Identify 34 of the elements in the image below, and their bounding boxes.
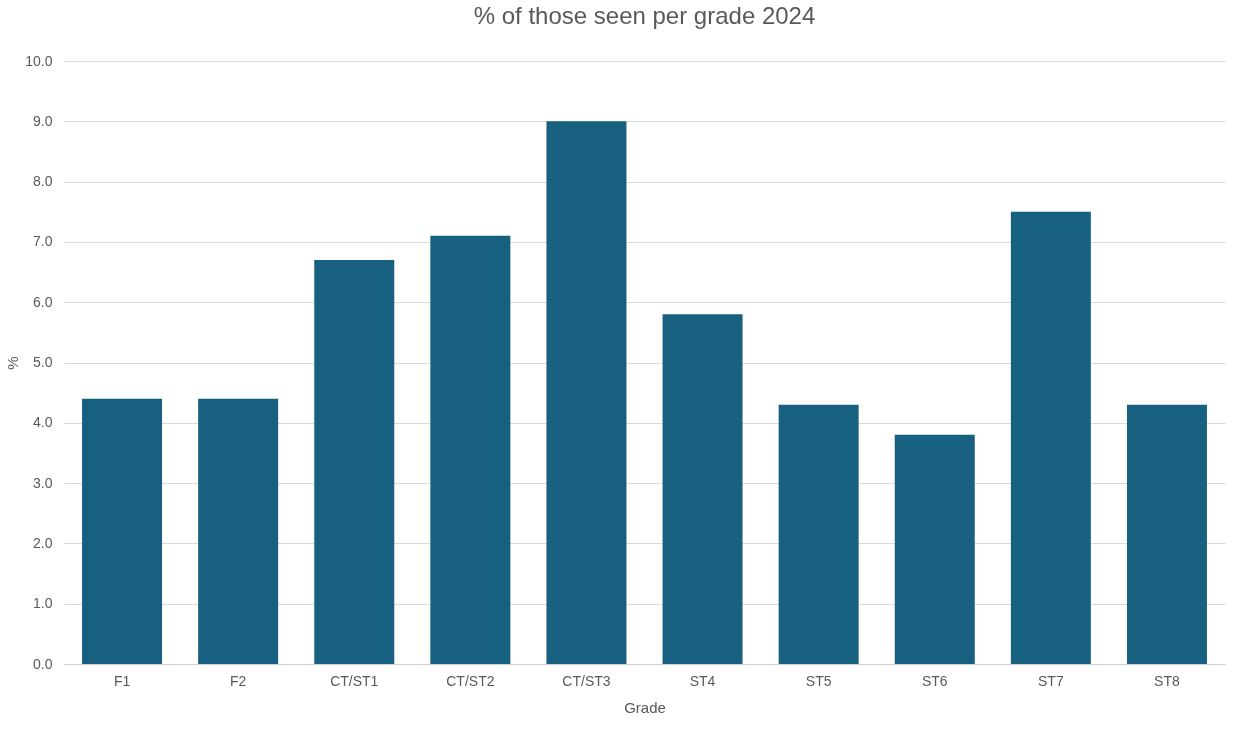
x-tick-label: CT/ST3 — [562, 672, 611, 689]
bar — [546, 121, 627, 664]
bar — [198, 398, 279, 664]
bar — [662, 314, 743, 664]
x-tick-label: ST4 — [689, 672, 716, 689]
y-axis-title: % — [4, 356, 22, 370]
y-tick-label: 0.0 — [33, 655, 53, 672]
y-tick-label: 6.0 — [33, 293, 53, 310]
x-tick-label: F1 — [113, 672, 131, 689]
x-tick-label: ST7 — [1038, 672, 1064, 689]
x-tick-label: CT/ST1 — [330, 672, 379, 689]
bar — [430, 235, 511, 664]
bar — [1010, 211, 1091, 664]
y-tick-label: 4.0 — [33, 414, 53, 431]
bar — [82, 398, 163, 664]
x-tick-label: ST6 — [921, 672, 948, 689]
y-tick-label: 9.0 — [33, 112, 53, 129]
y-tick-label: 7.0 — [33, 233, 53, 250]
x-tick-label: CT/ST2 — [446, 672, 495, 689]
y-tick-label: 3.0 — [33, 474, 53, 491]
y-tick-label: 10.0 — [25, 52, 53, 69]
x-tick-label: ST8 — [1154, 672, 1180, 689]
y-tick-label: 5.0 — [33, 354, 53, 370]
bar — [1126, 404, 1207, 664]
bar — [894, 434, 975, 664]
bar — [778, 404, 859, 664]
x-axis-title: Grade — [624, 698, 666, 716]
bar — [314, 259, 395, 664]
y-tick-label: 1.0 — [33, 595, 53, 612]
y-tick-label: 8.0 — [33, 173, 53, 190]
x-tick-label: F2 — [229, 672, 247, 689]
chart-title: % of those seen per grade 2024 — [473, 2, 816, 29]
y-tick-label: 2.0 — [33, 534, 53, 551]
x-tick-label: ST5 — [805, 672, 832, 689]
